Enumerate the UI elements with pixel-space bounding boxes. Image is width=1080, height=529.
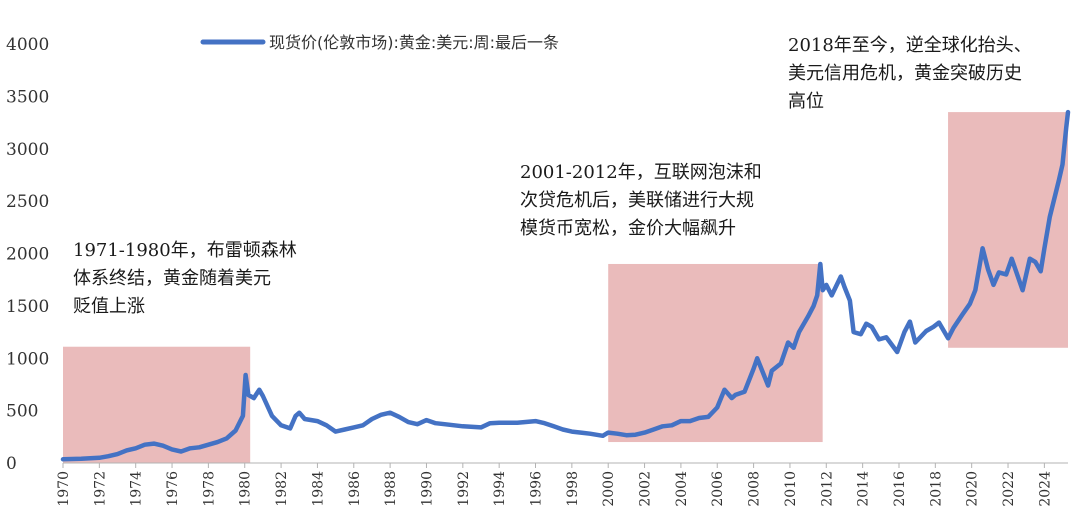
x-tick-label: 2018 [928, 471, 944, 507]
legend: 现货价(伦敦市场):黄金:美元:周:最后一条 [200, 33, 559, 52]
x-tick-label: 1982 [274, 471, 290, 507]
x-tick-label: 2014 [856, 471, 872, 507]
x-tick-label: 1984 [310, 471, 326, 507]
gold-price-series-line [60, 109, 1071, 462]
x-tick-label: 2016 [892, 471, 908, 507]
annotation-line: 美元信用危机，黄金突破历史 [788, 63, 1022, 84]
x-tick-label: 2022 [1001, 471, 1017, 507]
x-tick-label: 2020 [965, 471, 981, 507]
annotation-2001-2012: 2001-2012年，互联网泡沫和 次贷危机后，美联储进行大规 模货币宽松，金价… [520, 162, 767, 239]
x-tick-label: 1972 [92, 471, 108, 507]
annotation-line: 高位 [788, 91, 824, 112]
x-tick-label: 1996 [529, 471, 545, 507]
x-tick-label: 2004 [674, 471, 690, 507]
x-tick-label: 2010 [783, 471, 799, 507]
y-tick-label: 500 [6, 402, 38, 422]
annotation-line: 1971-1980年，布雷顿森林 [73, 240, 297, 261]
annotation-line: 次贷危机后，美联储进行大规 [520, 190, 754, 211]
x-tick-label: 1990 [419, 471, 435, 507]
legend-label: 现货价(伦敦市场):黄金:美元:周:最后一条 [269, 33, 559, 52]
x-tick-label: 2000 [601, 471, 617, 507]
y-tick-label: 1500 [6, 297, 49, 317]
annotation-line: 2001-2012年，互联网泡沫和 [520, 162, 762, 183]
x-tick-label: 1998 [565, 471, 581, 507]
x-tick-label: 1986 [347, 471, 363, 507]
annotation-line: 贬值上涨 [73, 296, 145, 317]
x-tick-label: 1974 [129, 471, 145, 507]
x-tick-label: 1988 [383, 471, 399, 507]
x-tick-label: 2006 [710, 471, 726, 507]
series-layer [60, 109, 1071, 462]
y-tick-label: 1000 [6, 349, 49, 369]
annotation-line: 2018年至今，逆全球化抬头、 [788, 35, 1032, 56]
annotation-line: 体系终结，黄金随着美元 [73, 268, 271, 289]
y-tick-label: 3500 [6, 87, 49, 107]
x-tick-label: 1980 [238, 471, 254, 507]
axes-layer: 0 500 1000 1500 2000 2500 3000 3500 4000 1970 1972… [6, 35, 1068, 507]
x-tick-label: 1976 [165, 471, 181, 507]
x-tick-label: 2024 [1037, 471, 1053, 507]
x-tick-label: 1978 [201, 471, 217, 507]
y-tick-label: 2000 [6, 245, 49, 265]
y-tick-label: 2500 [6, 192, 49, 212]
x-tick-label: 2002 [638, 471, 654, 507]
annotations-layer: 1971-1980年，布雷顿森林 体系终结，黄金随着美元 贬值上涨 2001-2… [73, 35, 1038, 317]
annotation-line: 模货币宽松，金价大幅飙升 [520, 218, 736, 239]
shaded-period [608, 263, 823, 443]
y-tick-label: 3000 [6, 140, 49, 160]
x-tick-label: 2008 [747, 471, 763, 507]
y-tick-label: 4000 [6, 35, 49, 55]
x-tick-label: 2012 [819, 471, 835, 507]
y-tick-label: 0 [6, 454, 17, 474]
x-tick-label: 1970 [56, 471, 72, 507]
annotation-1971-1980: 1971-1980年，布雷顿森林 体系终结，黄金随着美元 贬值上涨 [73, 240, 302, 317]
annotation-2018-now: 2018年至今，逆全球化抬头、 美元信用危机，黄金突破历史 高位 [788, 35, 1038, 112]
x-tick-label: 1994 [492, 471, 508, 507]
x-tick-label: 1992 [456, 471, 472, 507]
